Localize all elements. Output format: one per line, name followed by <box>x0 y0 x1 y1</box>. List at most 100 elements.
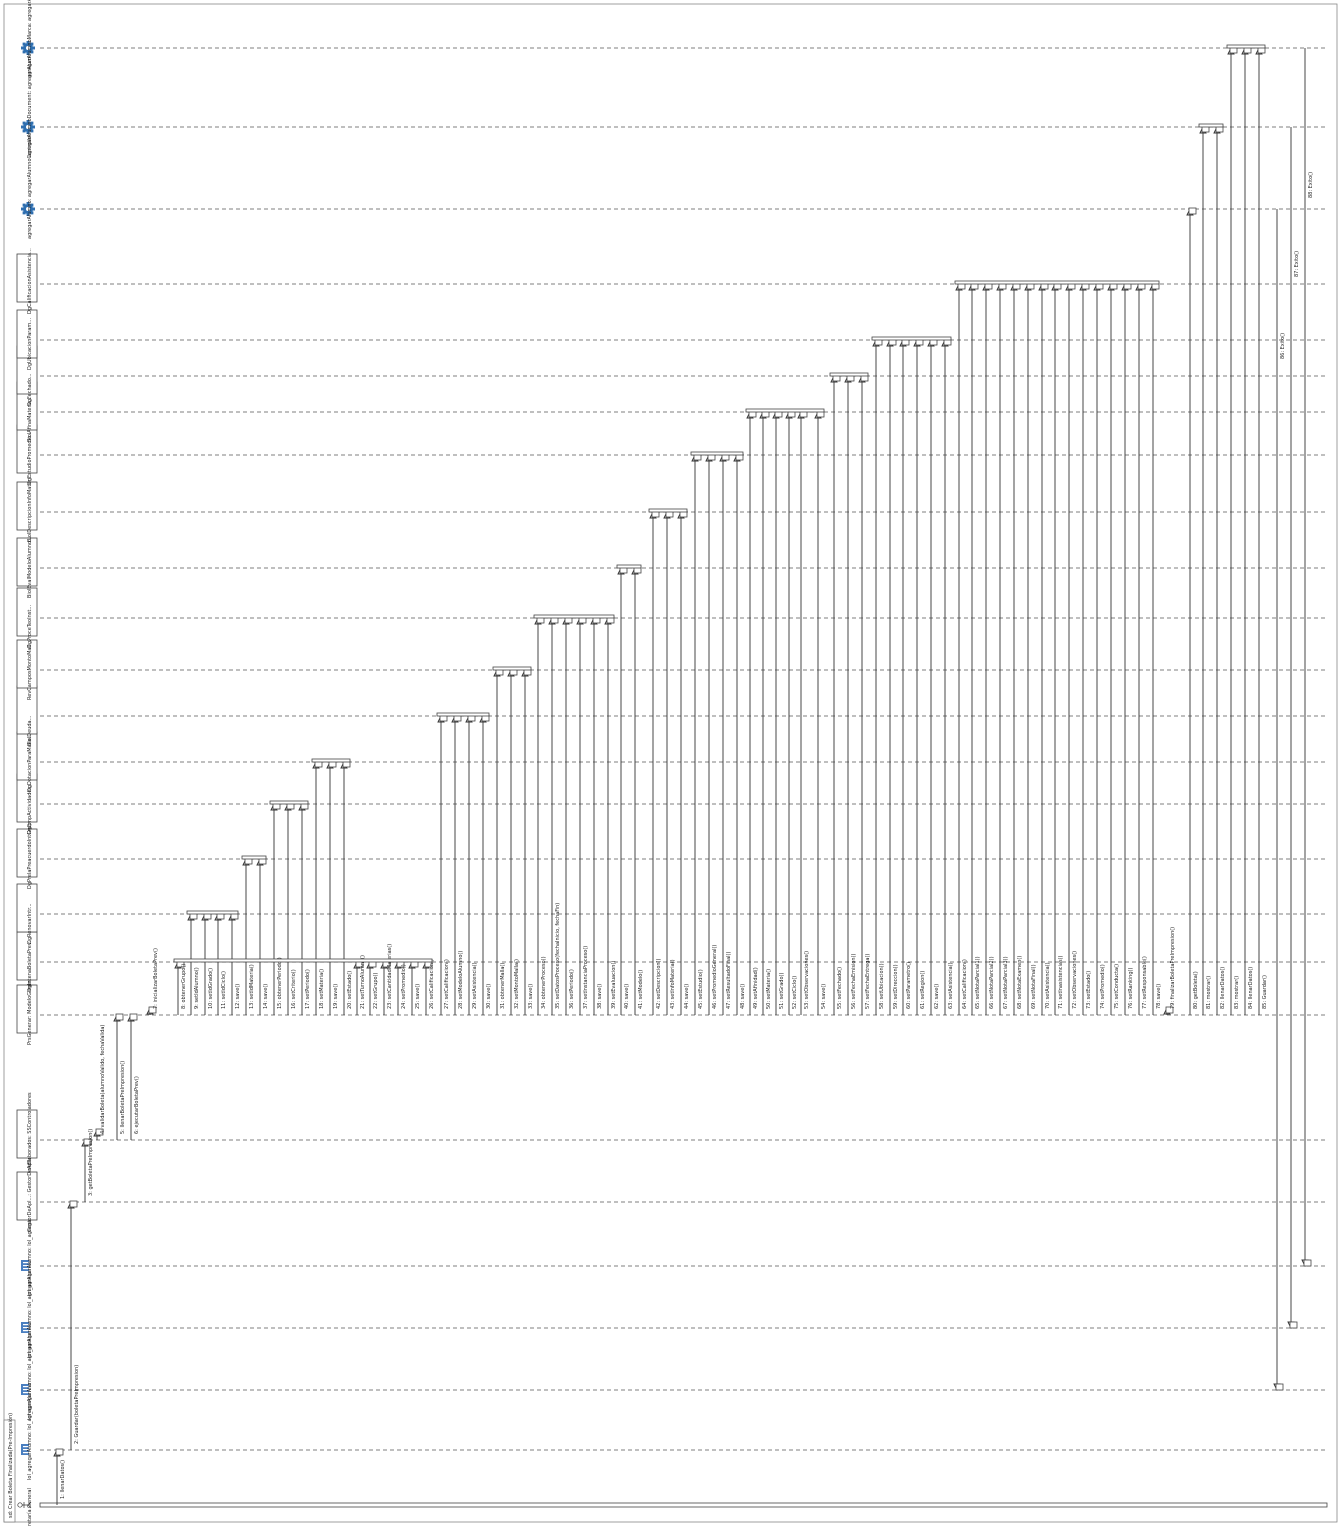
message[interactable]: 34: obtenerProceso() <box>534 616 547 1015</box>
participant-box[interactable]: DgRenovarIntr... <box>16 883 38 944</box>
message[interactable]: 83: mostrar() <box>1227 46 1240 1015</box>
participant-boundary[interactable]: lol_agregarAlumno: lol_agregarAlumno <box>21 1323 33 1420</box>
message[interactable]: 4: validarBoleta(alumnoValido, fechaVali… <box>93 1025 106 1140</box>
message[interactable]: 47: setResultadoFinal() <box>719 453 732 1015</box>
message[interactable]: 78: save() <box>1149 282 1162 1015</box>
participant-box[interactable]: RevCamposMontoMall... <box>16 640 38 700</box>
participant-control[interactable]: agregarAlumno: agregarAlumnoController <box>21 133 35 239</box>
participant-control[interactable]: agregarAlumnoDocument: agregarAlumnoDoc.… <box>21 36 35 157</box>
message[interactable]: 49: setAfinidad() <box>746 410 759 1015</box>
message[interactable]: 74: setPromedio() <box>1093 282 1106 1015</box>
message[interactable]: 27: setCalificacion() <box>437 714 450 1015</box>
message[interactable]: 12: save() <box>228 912 241 1015</box>
message[interactable]: 77: setResponsable() <box>1135 282 1148 1015</box>
participant-box[interactable]: ssElaborados: SSControladores <box>16 1092 38 1170</box>
message[interactable]: 23: setCantidadMaterias() <box>380 944 393 1015</box>
message[interactable]: 73: setEstado() <box>1079 282 1092 1015</box>
message[interactable]: 59: setDireccion() <box>886 338 899 1015</box>
participant-boundary[interactable]: lol_agregarAlumno: lol_agregarAlumno <box>21 1199 33 1296</box>
message[interactable]: 38: save() <box>590 616 603 1015</box>
message[interactable]: 70: setAsistencia() <box>1038 282 1051 1015</box>
message[interactable]: 48: save() <box>733 453 746 1015</box>
message[interactable]: 58: setUbicacion() <box>872 338 885 1015</box>
message[interactable]: 64: setCalificacion() <box>955 282 968 1015</box>
message[interactable]: 85: Guardar() <box>1255 46 1268 1015</box>
message[interactable]: 75: setConducta() <box>1107 282 1120 1015</box>
message[interactable]: 54: save() <box>814 410 827 1015</box>
message[interactable]: 3: getBoletaPreImpresion() <box>81 1129 94 1202</box>
message[interactable]: 28: setModeloAlumno() <box>451 714 464 1015</box>
participant-box[interactable]: DgUbicacionParam... <box>16 309 38 370</box>
message[interactable]: 36: setPeriodo() <box>562 616 575 1015</box>
message[interactable]: 66: setNotaParcial2() <box>982 282 995 1015</box>
message[interactable]: 84: llenarDatos() <box>1241 46 1254 1015</box>
message[interactable]: 2: Guardar(boletaPreImpresion) <box>67 1200 80 1450</box>
message[interactable]: 69: setNotaFinal() <box>1024 282 1037 1015</box>
message[interactable]: 25: save() <box>408 960 421 1015</box>
message[interactable]: 26: setCalificacion() <box>422 959 435 1015</box>
message[interactable]: 35: setDatosProceso(fechaInicio, fechaFi… <box>548 616 561 1015</box>
message[interactable]: 37: setInstanciaProceso() <box>576 616 589 1015</box>
message[interactable]: 22: setGrupo() <box>366 960 379 1015</box>
message[interactable]: 82: llenarDatos() <box>1213 125 1226 1015</box>
participant-actor[interactable]: Secretaría General <box>17 1488 33 1530</box>
message[interactable]: 87: Exito() <box>1287 127 1300 1330</box>
participant-box[interactable]: BiolEvalModeloAlumno... <box>16 536 38 598</box>
message[interactable]: 71: setInasistencias() <box>1051 282 1064 1015</box>
message[interactable]: 52: setCiclo() <box>785 410 798 1015</box>
message[interactable]: 13: setIdMateria() <box>242 857 255 1015</box>
message[interactable]: 86: Exito() <box>1273 209 1286 1392</box>
message[interactable]: 29: setAsistencia() <box>465 714 478 1015</box>
message[interactable]: 5: llenarBoletaPreImpresion() <box>113 1013 126 1140</box>
message[interactable]: 50: setMateria() <box>759 410 772 1015</box>
message[interactable]: 42: setDescripcion() <box>649 510 662 1015</box>
participant-boundary[interactable]: lol_agregarAlumno: lol_agregarAlumno <box>21 1261 33 1358</box>
message[interactable]: 63: setAsistencia() <box>941 338 954 1015</box>
message[interactable]: 61: setRegion() <box>913 338 926 1015</box>
message[interactable]: 79: finalizarBoletaPreImpresion() <box>1163 927 1176 1015</box>
participant-box[interactable]: GestorDeApl...: GestorDeAplic... <box>16 1152 38 1232</box>
message[interactable]: 20: setEstado() <box>340 760 353 1015</box>
participant-box[interactable]: DgEmpActividades... <box>16 773 38 834</box>
message[interactable]: 1: llenarDatos() <box>53 1448 66 1505</box>
message[interactable]: 14: save() <box>256 857 269 1015</box>
message[interactable]: 40: save() <box>617 566 630 1015</box>
participant-box[interactable]: DgPrelaPreacuerdoIntGrupo... <box>16 814 38 889</box>
message[interactable]: 10: setIdGrado() <box>201 912 214 1015</box>
message[interactable]: 7: inicializarBoletaPrev() <box>146 948 159 1015</box>
message[interactable]: 62: save() <box>927 338 940 1015</box>
message[interactable]: 11: setIdCiclo() <box>214 912 227 1015</box>
message[interactable]: 81: mostrar() <box>1199 125 1212 1015</box>
message[interactable]: 44: save() <box>677 510 690 1015</box>
message[interactable]: 88: Exito() <box>1301 48 1314 1268</box>
message[interactable]: 16: setCriterio() <box>284 802 297 1015</box>
message[interactable]: 53: setObservaciones() <box>797 410 810 1015</box>
message[interactable]: 17: setPeriodo() <box>298 802 311 1015</box>
message[interactable]: 68: setNotaExamen() <box>1010 282 1023 1015</box>
message[interactable]: 30: save() <box>479 714 492 1015</box>
message[interactable]: 33: save() <box>521 668 534 1015</box>
message[interactable]: 24: setPromedio() <box>394 960 407 1015</box>
message[interactable]: 57: setFechaEntrega() <box>858 374 871 1015</box>
message[interactable]: 80: getBoleta() <box>1186 207 1199 1015</box>
message[interactable]: 65: setNotaParcial1() <box>968 282 981 1015</box>
message[interactable]: 39: setEvaluacion() <box>604 616 617 1015</box>
message[interactable]: 76: setRanking() <box>1121 282 1134 1015</box>
message[interactable]: 67: setNotaParcial3() <box>996 282 1009 1015</box>
message[interactable]: 21: setTurnoAlumno() <box>353 955 366 1015</box>
message[interactable]: 41: setModelo() <box>631 566 644 1015</box>
message[interactable]: 55: setFechado() <box>830 374 843 1015</box>
message[interactable]: 9: setIdAlumno() <box>187 912 200 1015</box>
message[interactable]: 18: setMateria() <box>312 760 325 1015</box>
participant-control[interactable]: agregarAlumnoMarca: agregarAlumnoMarca..… <box>21 0 35 78</box>
message[interactable]: 60: setParametro() <box>899 338 912 1015</box>
message[interactable]: 51: setGrado() <box>772 410 785 1015</box>
message[interactable]: 32: setMontoMalla() <box>507 668 520 1015</box>
participant-box[interactable]: BiolDescripcionInfoMateri... <box>16 473 38 542</box>
message[interactable]: 46: setPromedioGeneral() <box>705 453 718 1015</box>
participant-boundary[interactable]: lol_agregarAlumno: lol_agregarAlumno <box>21 1383 33 1480</box>
message[interactable]: 15: obtenerPeriodo() <box>270 802 283 1015</box>
participant-box[interactable]: DgCalificacionAsistencia... <box>16 248 38 314</box>
message[interactable]: 8: obtenerGrupo() <box>174 960 187 1015</box>
message[interactable]: 19: save() <box>326 760 339 1015</box>
